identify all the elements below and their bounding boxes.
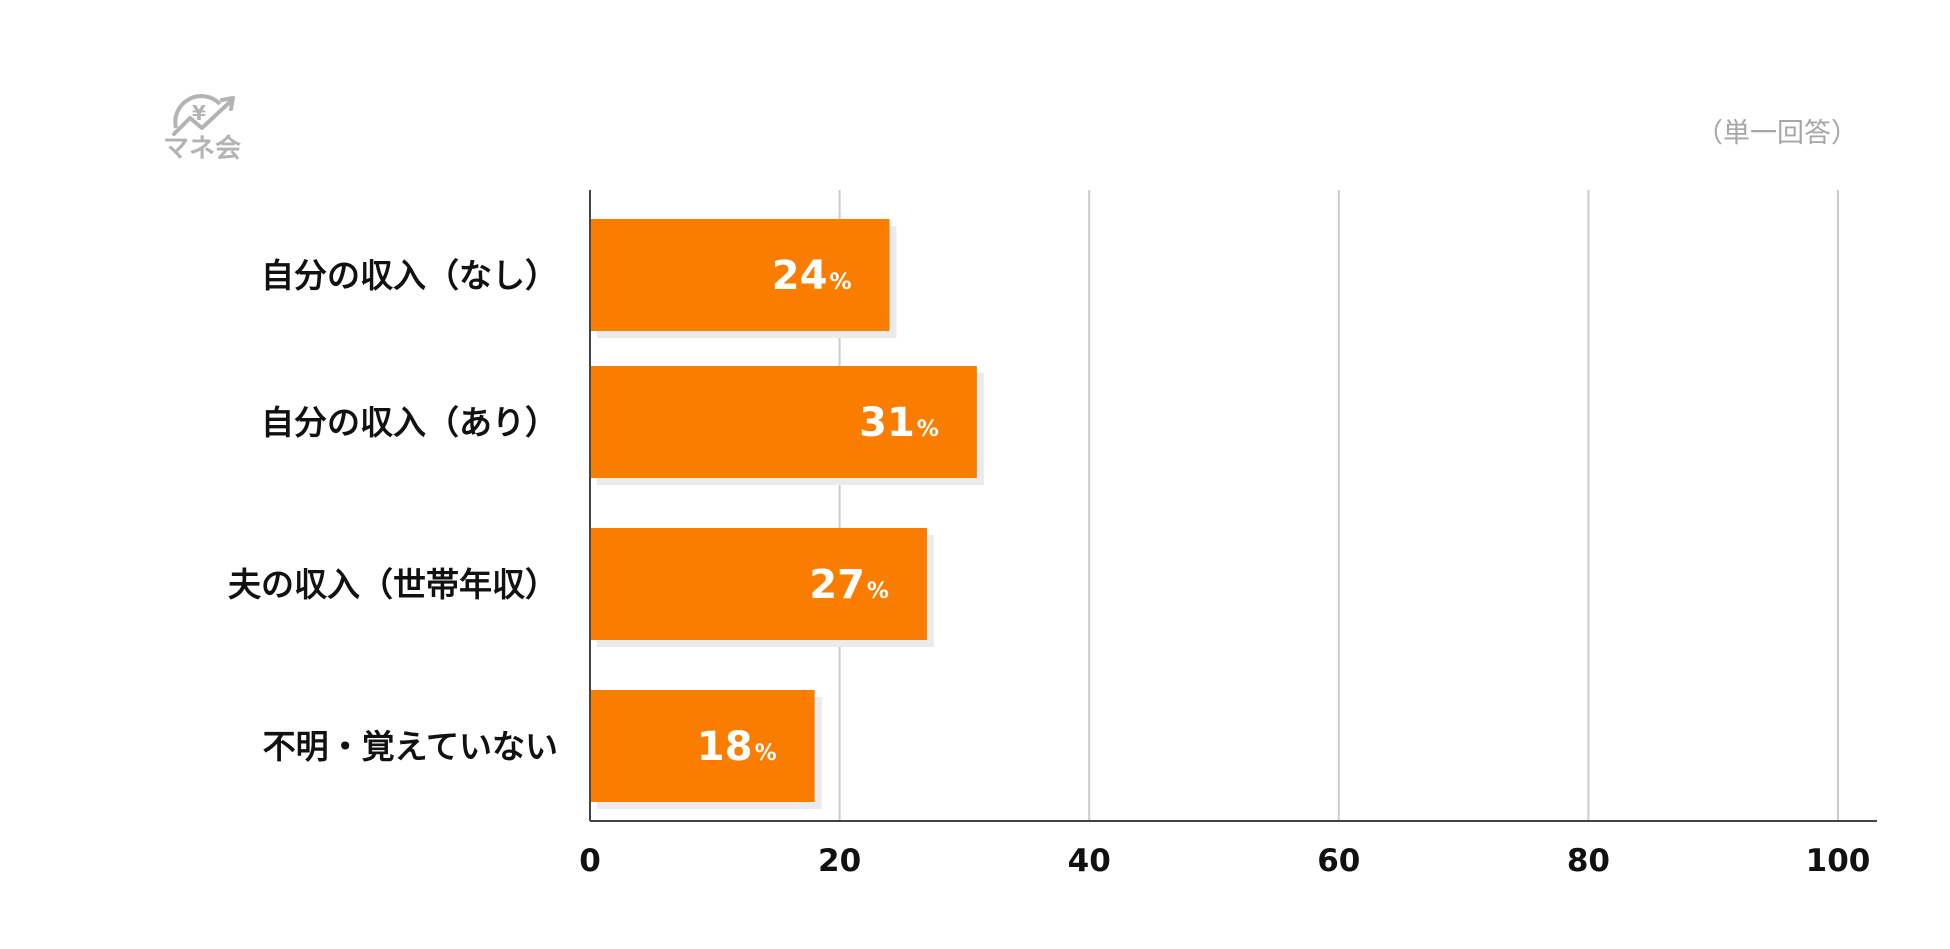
yen-chart-logo-icon: ¥ — [172, 94, 235, 136]
category-label: 自分の収入（なし） — [261, 256, 558, 295]
logo-yen-symbol: ¥ — [192, 101, 206, 125]
value-label: 18% — [697, 724, 777, 770]
x-tick-label: 80 — [1567, 843, 1610, 879]
x-tick-label: 0 — [579, 843, 601, 879]
x-tick-label: 20 — [818, 843, 861, 879]
answer-type-note: （単一回答） — [1696, 118, 1858, 149]
value-label: 24% — [772, 253, 852, 299]
category-label: 自分の収入（あり） — [261, 403, 558, 442]
x-tick-label: 100 — [1806, 843, 1871, 879]
grid-lines — [838, 190, 1839, 821]
category-label: 夫の収入（世帯年収） — [228, 565, 558, 604]
x-tick-label: 60 — [1317, 843, 1360, 879]
category-label: 不明・覚えていない — [263, 727, 558, 766]
logo-text: マネ会 — [163, 134, 241, 164]
value-labels: 24% 31% 27% 18% — [697, 253, 939, 770]
bar — [590, 528, 927, 640]
axes — [589, 190, 1877, 822]
category-labels: 自分の収入（なし） 自分の収入（あり） 夫の収入（世帯年収） 不明・覚えていない — [228, 256, 558, 766]
bar — [590, 690, 815, 802]
tick-labels: 0 20 40 60 80 100 — [579, 843, 1870, 879]
x-tick-label: 40 — [1068, 843, 1111, 879]
bar — [590, 366, 977, 478]
bar — [590, 219, 890, 331]
logo: ¥ マネ会 — [163, 94, 241, 164]
bars — [590, 219, 984, 809]
value-label: 27% — [809, 562, 889, 608]
value-label: 31% — [859, 400, 939, 446]
